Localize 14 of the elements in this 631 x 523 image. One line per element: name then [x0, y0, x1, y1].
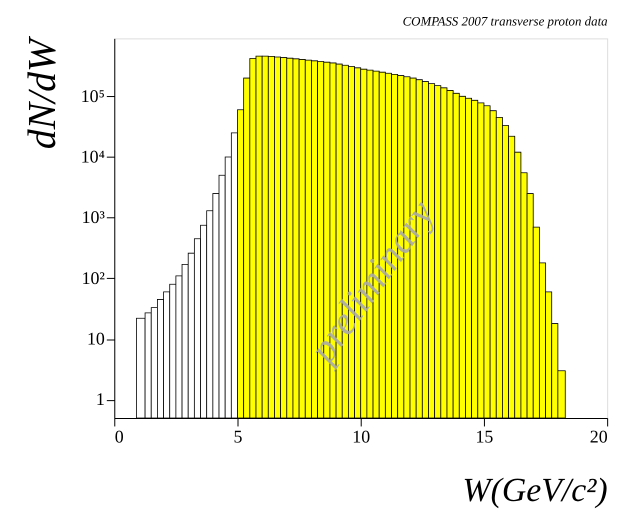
y-tick-label: 10³ — [82, 207, 106, 228]
x-tick-label: 15 — [475, 426, 494, 446]
x-tick-label: 20 — [590, 426, 608, 446]
x-tick-label: 10 — [352, 426, 370, 446]
y-tick-label: 10 — [86, 328, 105, 349]
x-tick-label: 0 — [114, 426, 124, 446]
y-tick-label: 1 — [96, 389, 105, 410]
y-tick-label: 10⁴ — [80, 146, 105, 166]
y-tick-label: 10² — [82, 268, 105, 288]
y-tick-label: 10⁵ — [80, 86, 105, 106]
y-axis-title: dN/dW — [20, 35, 64, 150]
x-axis-title: W(GeV/c²) — [462, 472, 608, 509]
x-tick-label: 5 — [234, 426, 243, 446]
chart-title: COMPASS 2007 transverse proton data — [402, 13, 608, 28]
